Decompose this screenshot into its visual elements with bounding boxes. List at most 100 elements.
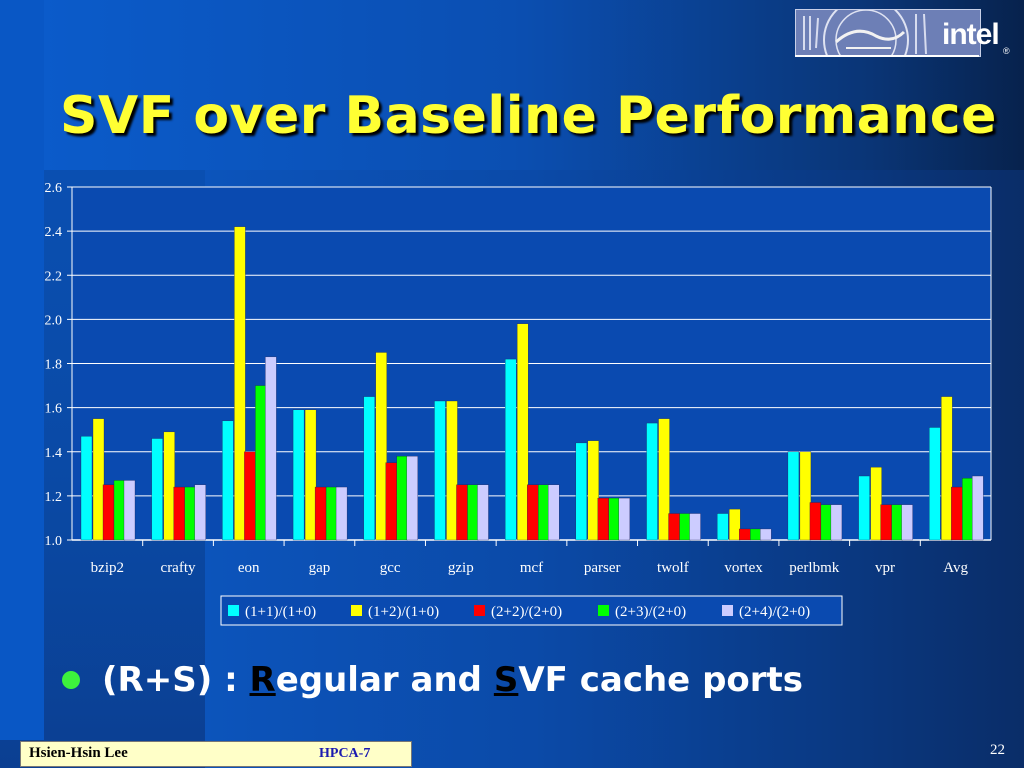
bar-perlbmk-series-5 [830, 504, 843, 541]
bullet-item: (R+S) : R egular and S VF cache ports [62, 655, 803, 705]
x-tick-label: gzip [448, 560, 474, 576]
page-number: 22 [990, 742, 1005, 758]
bar-vortex-series-1 [717, 513, 729, 541]
bar-vpr-series-5 [901, 504, 913, 541]
x-tick-label: gap [309, 560, 331, 576]
bar-gzip-series-2 [446, 400, 458, 541]
bar-gap-series-3 [314, 486, 327, 541]
legend-label: (1+1)/(1+0) [245, 604, 316, 620]
legend-swatch [598, 605, 609, 616]
y-tick-label: 1.4 [45, 446, 63, 461]
x-tick-label: gcc [380, 560, 401, 576]
bar-twolf-series-3 [668, 513, 680, 541]
y-tick-label: 2.2 [45, 269, 63, 284]
bar-Avg-series-1 [929, 427, 941, 541]
bar-twolf-series-4 [679, 513, 691, 541]
bar-eon-series-4 [255, 385, 267, 541]
bullet-r-letter: R [249, 660, 276, 700]
bullet-s-rest: VF cache ports [518, 660, 804, 700]
bar-perlbmk-series-3 [809, 502, 822, 541]
bar-perlbmk-series-2 [799, 451, 812, 541]
legend-swatch [228, 605, 239, 616]
left-strip [0, 0, 44, 740]
bar-bzip2-series-5 [123, 480, 136, 541]
bar-perlbmk-series-4 [820, 504, 833, 541]
chart-legend [220, 595, 843, 626]
bar-vortex-series-5 [760, 528, 772, 541]
bar-gcc-series-4 [396, 456, 408, 541]
bar-parser-series-1 [575, 442, 587, 541]
x-tick-label: eon [238, 560, 260, 576]
bar-gcc-series-3 [385, 462, 397, 541]
y-tick-label: 2.0 [45, 313, 63, 328]
bullet-prefix: (R+S) : [102, 660, 250, 700]
y-tick-label: 2.6 [45, 181, 63, 196]
university-seal-logo [795, 9, 981, 57]
x-tick-label: mcf [520, 560, 543, 576]
bar-gzip-series-3 [456, 484, 468, 541]
bar-Avg-series-5 [972, 475, 984, 541]
footer-conference: HPCA-7 [319, 746, 371, 761]
bar-mcf-series-4 [538, 484, 550, 541]
bar-gap-series-5 [335, 486, 348, 541]
bar-vpr-series-2 [870, 467, 882, 541]
bar-mcf-series-2 [517, 323, 529, 541]
x-tick-label: vpr [875, 560, 895, 576]
bar-eon-series-2 [234, 226, 246, 541]
bar-gap-series-4 [325, 486, 338, 541]
bar-mcf-series-3 [527, 484, 539, 541]
bar-bzip2-series-4 [113, 480, 126, 541]
x-tick-label: crafty [161, 560, 196, 576]
bar-vortex-series-3 [739, 528, 751, 541]
bar-vortex-series-2 [729, 508, 741, 541]
bar-Avg-series-4 [962, 478, 974, 541]
x-tick-label: perlbmk [789, 560, 839, 576]
bar-vortex-series-4 [750, 528, 762, 541]
legend-swatch [351, 605, 362, 616]
bar-vpr-series-1 [858, 475, 870, 541]
bar-gap-series-1 [292, 409, 305, 541]
bar-gcc-series-1 [363, 396, 375, 541]
bar-eon-series-3 [244, 451, 256, 541]
y-tick-label: 1.2 [45, 490, 63, 505]
bar-Avg-series-2 [941, 396, 953, 541]
bar-mcf-series-1 [505, 358, 517, 541]
x-tick-label: bzip2 [91, 560, 124, 576]
x-tick-label: parser [584, 560, 621, 576]
bar-eon-series-5 [265, 356, 277, 541]
footer-author: Hsien-Hsin Lee [29, 745, 128, 761]
bar-vpr-series-3 [880, 504, 892, 541]
bar-gcc-series-5 [406, 456, 418, 541]
x-tick-label: Avg [943, 560, 968, 576]
bar-perlbmk-series-1 [787, 451, 800, 541]
footer-box: Hsien-Hsin Lee HPCA-7 [20, 741, 412, 767]
bullet-s-letter: S [493, 660, 519, 700]
legend-swatch [474, 605, 485, 616]
bar-mcf-series-5 [548, 484, 560, 541]
intel-logo: intel [942, 18, 1000, 51]
bar-bzip2-series-3 [102, 484, 115, 541]
bar-crafty-series-1 [151, 438, 163, 541]
seal-icon [803, 10, 927, 56]
bar-gzip-series-4 [467, 484, 479, 541]
bar-crafty-series-3 [173, 486, 185, 541]
bar-bzip2-series-2 [92, 418, 105, 541]
bar-eon-series-1 [222, 420, 234, 541]
slide-title: SVF over Baseline Performance [60, 86, 997, 146]
bar-crafty-series-5 [194, 484, 206, 541]
bar-gap-series-2 [304, 409, 317, 541]
intel-registered-mark: ® [1003, 46, 1010, 56]
y-tick-label: 1.6 [45, 402, 63, 417]
performance-bar-chart: 1.0 1.2 1.4 1.6 1.8 2.0 2.2 2.4 2.6 bzip2 crafty eo… [45, 181, 992, 626]
legend-label: (2+3)/(2+0) [615, 604, 686, 620]
logo-underline [795, 55, 979, 57]
bullet-dot-icon [62, 671, 80, 689]
bar-parser-series-2 [587, 440, 599, 541]
bar-Avg-series-3 [951, 486, 963, 541]
bar-parser-series-5 [618, 497, 630, 541]
y-tick-label: 1.8 [45, 358, 63, 373]
legend-label: (2+4)/(2+0) [739, 604, 810, 620]
bar-parser-series-4 [608, 497, 620, 541]
y-tick-label: 1.0 [45, 534, 63, 549]
legend-label: (1+2)/(1+0) [368, 604, 439, 620]
